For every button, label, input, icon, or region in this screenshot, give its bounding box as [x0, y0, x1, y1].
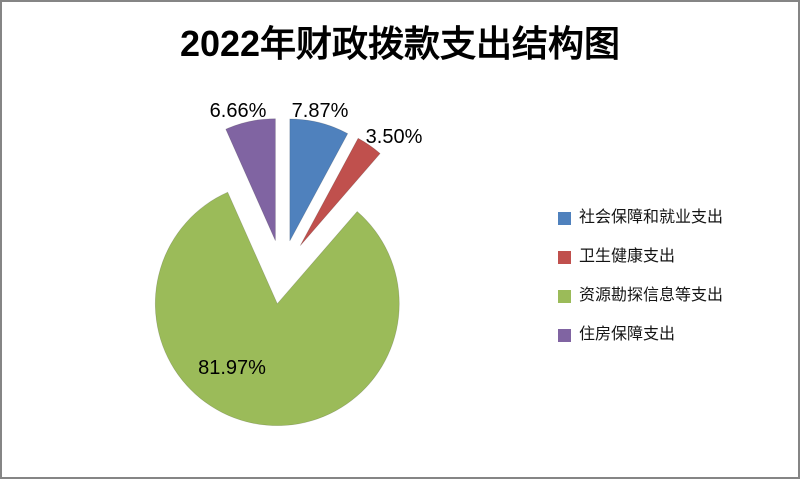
legend-item-1: 社会保障和就业支出 [558, 206, 723, 230]
slice-label-3: 81.97% [198, 357, 266, 379]
legend-swatch-icon [558, 211, 571, 225]
pie-slice-4 [225, 118, 276, 241]
legend-item-2: 卫生健康支出 [558, 245, 723, 269]
legend-swatch-icon [558, 328, 571, 342]
chart-title: 2022年财政拨款支出结构图 [179, 23, 621, 64]
legend-swatch-icon [558, 250, 571, 264]
legend-label: 卫生健康支出 [579, 248, 676, 265]
slice-label-4: 6.66% [210, 100, 267, 122]
legend: 社会保障和就业支出 卫生健康支出资源勘探信息等支出 住房保障支出 [558, 206, 723, 362]
pie-slice-1 [289, 118, 349, 242]
pie-slice-2 [299, 137, 381, 246]
slice-label-1: 7.87% [292, 100, 349, 122]
legend-label: 资源勘探信息等支出 [579, 287, 724, 304]
legend-item-4: 住房保障支出 [558, 323, 723, 347]
legend-swatch-icon [558, 289, 571, 303]
pie-slice-3 [154, 191, 400, 426]
slice-label-2: 3.50% [366, 126, 423, 148]
legend-label: 住房保障支出 [579, 326, 676, 343]
legend-item-3: 资源勘探信息等支出 [558, 284, 723, 308]
legend-label: 社会保障和就业支出 [579, 209, 724, 226]
